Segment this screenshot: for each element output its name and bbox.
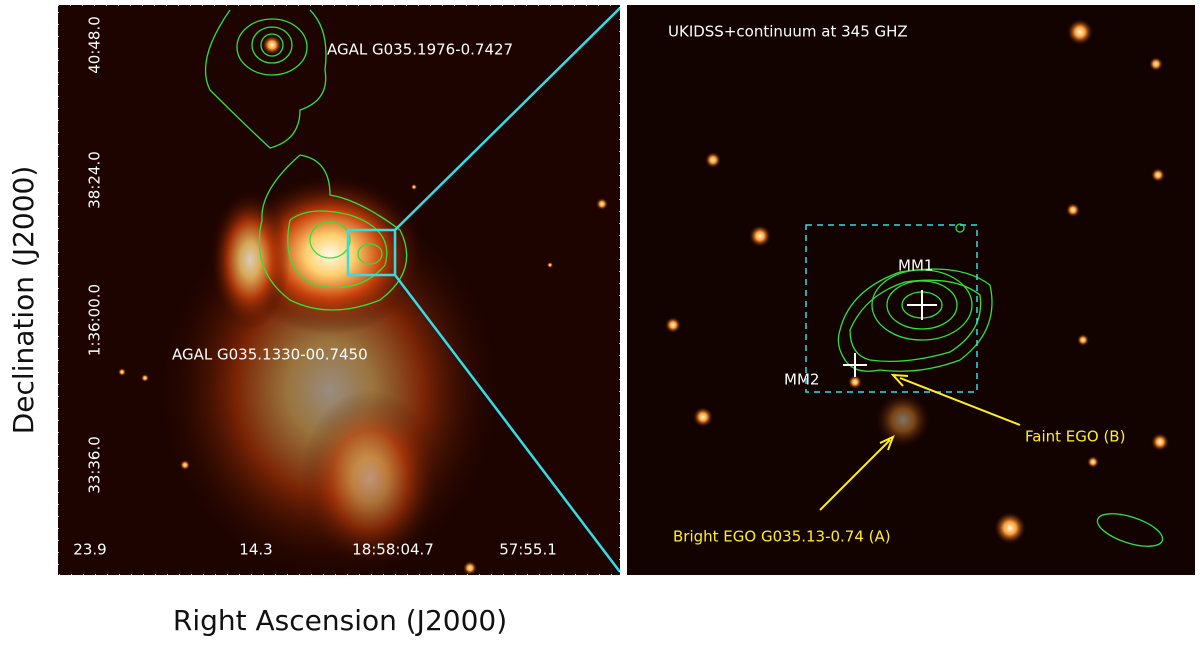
source-label: MM1 [898, 257, 933, 275]
left-panel: AGAL G035.1976-0.7427 AGAL G035.1330-00.… [57, 4, 621, 580]
contours [204, 9, 408, 311]
y-tick-label: 33:36.0 [86, 436, 104, 494]
y-axis-label: Declination (J2000) [7, 166, 40, 435]
y-tick-label: 38:24.0 [86, 151, 104, 209]
contours [837, 223, 1164, 547]
annotation: Faint EGO (B) [1025, 428, 1125, 446]
annotation: AGAL G035.1330-00.7450 [172, 346, 368, 364]
x-tick-label: 18:58:04.7 [352, 541, 434, 559]
x-tick-label: 23.9 [73, 541, 106, 559]
right-panel: UKIDSS+continuum at 345 GHZ MM1 MM2 Fain… [627, 5, 1195, 575]
x-axis-label: Right Ascension (J2000) [173, 604, 507, 637]
y-tick-label: 40:48.0 [86, 16, 104, 74]
x-tick-label: 57:55.1 [499, 541, 557, 559]
y-tick-label: 1:36:00.0 [86, 284, 104, 356]
annotation: AGAL G035.1976-0.7427 [327, 41, 513, 59]
source-label: MM2 [784, 371, 819, 389]
x-tick-label: 14.3 [239, 541, 272, 559]
panel-title: UKIDSS+continuum at 345 GHZ [668, 23, 908, 41]
annotation: Bright EGO G035.13-0.74 (A) [673, 528, 891, 546]
